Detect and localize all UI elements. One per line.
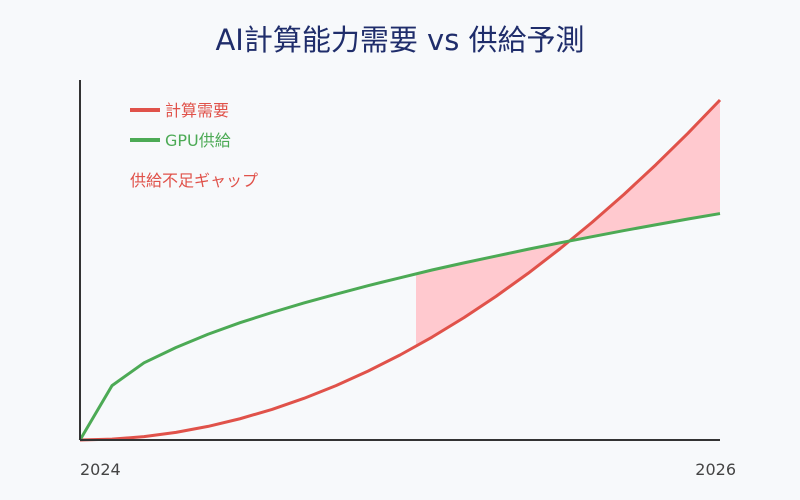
gap-layer bbox=[416, 100, 720, 347]
x-tick-label: 2026 bbox=[695, 460, 736, 479]
x-tick-label: 2024 bbox=[80, 460, 121, 479]
tick-layer: 2024 2026 bbox=[80, 460, 736, 479]
series-line-0 bbox=[79, 98, 722, 442]
legend-label-demand: 計算需要 bbox=[165, 101, 229, 120]
series-line-1 bbox=[78, 212, 721, 441]
legend-label-supply: GPU供給 bbox=[165, 131, 231, 150]
series-layer bbox=[78, 98, 722, 442]
chart-title: AI計算能力需要 vs 供給予測 bbox=[215, 23, 584, 57]
gap-area bbox=[416, 100, 720, 347]
gap-label: 供給不足ギャップ bbox=[130, 171, 258, 190]
legend: 計算需要 GPU供給 供給不足ギャップ bbox=[130, 101, 258, 190]
